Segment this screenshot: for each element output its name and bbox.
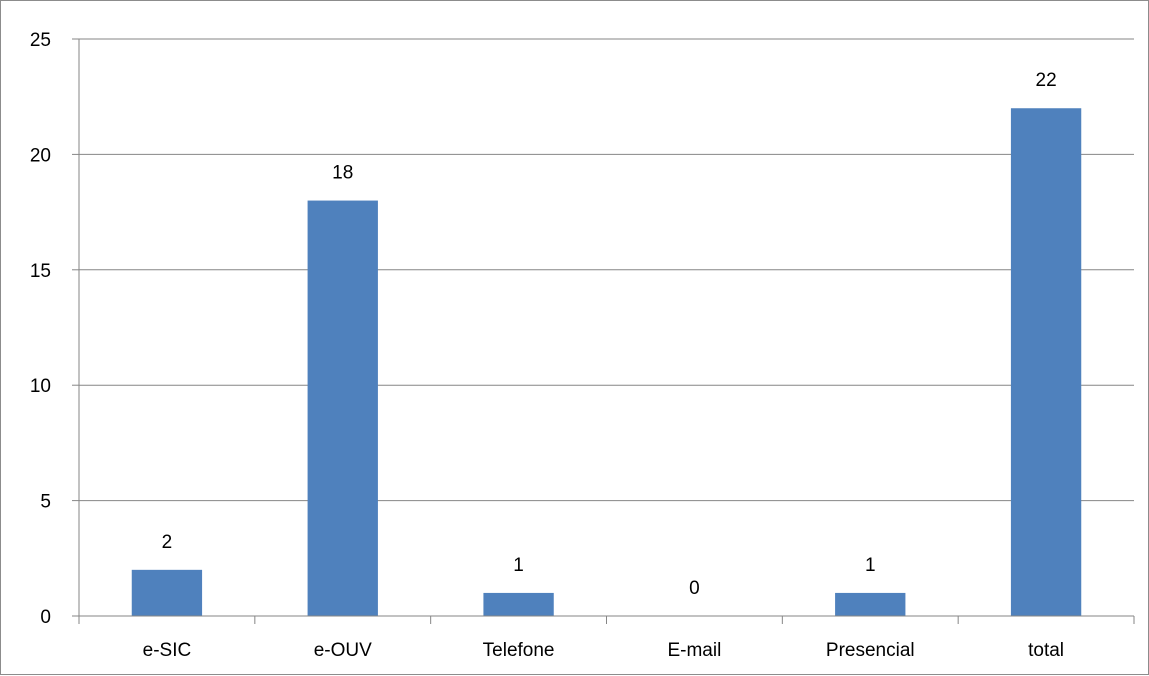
data-label-total: 22 xyxy=(1036,70,1057,91)
gridlines xyxy=(79,38,1134,502)
y-tick-label-5: 5 xyxy=(40,492,51,513)
data-label-e-OUV: 18 xyxy=(332,163,353,184)
bar-total xyxy=(1010,108,1082,617)
axes xyxy=(72,38,1135,624)
bar-e-OUV xyxy=(307,200,378,616)
bars xyxy=(131,108,1082,617)
bar-Presencial xyxy=(835,592,906,616)
y-tick-label-0: 0 xyxy=(40,607,51,628)
x-category-labels: e-SIC e-OUV Telefone E-mail Presencial total xyxy=(143,640,1064,661)
x-category-label-Telefone: Telefone xyxy=(483,640,555,661)
bar-e-SIC xyxy=(131,569,203,616)
data-label-Telefone: 1 xyxy=(513,555,524,576)
bar-Telefone xyxy=(483,592,554,616)
data-label-Presencial: 1 xyxy=(865,555,876,576)
y-tick-label-10: 10 xyxy=(30,376,51,397)
y-tick-label-15: 15 xyxy=(30,261,51,282)
x-category-label-e-SIC: e-SIC xyxy=(143,640,192,661)
y-tick-label-25: 25 xyxy=(30,30,51,51)
data-label-E-mail: 0 xyxy=(689,578,700,599)
data-labels: 2 18 1 0 1 22 xyxy=(162,70,1057,599)
y-tick-label-20: 20 xyxy=(30,145,51,166)
x-category-label-e-OUV: e-OUV xyxy=(314,640,372,661)
x-category-label-E-mail: E-mail xyxy=(667,640,721,661)
y-tick-labels: 0 5 10 15 20 25 xyxy=(30,30,51,628)
x-category-label-total: total xyxy=(1028,640,1064,661)
data-label-e-SIC: 2 xyxy=(162,532,173,553)
x-category-label-Presencial: Presencial xyxy=(826,640,915,661)
